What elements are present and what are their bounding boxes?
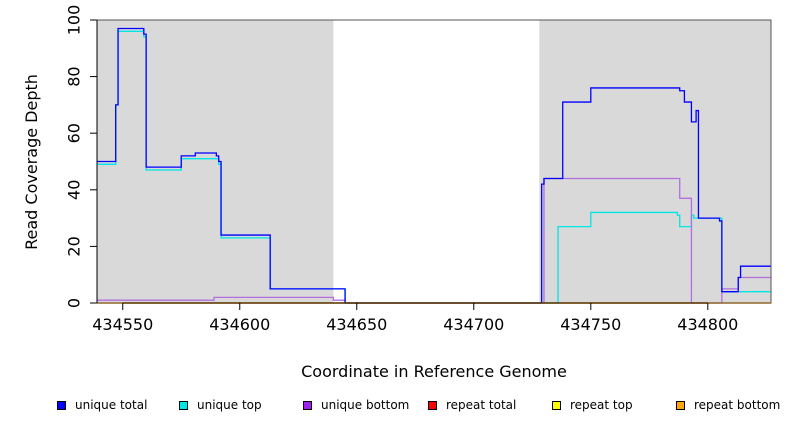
x-tick-label: 434700	[443, 315, 504, 334]
legend-swatch	[179, 400, 188, 410]
legend-label: unique total	[75, 398, 148, 412]
axes: 434550 434600 434650 434700 434750 434800 0 20 4…	[65, 5, 739, 334]
legend-label: repeat top	[570, 398, 633, 412]
legend-item: unique total	[57, 398, 147, 412]
series-unique-total	[97, 27, 771, 304]
shaded-regions	[97, 20, 771, 303]
x-axis-label: Coordinate in Reference Genome	[301, 362, 567, 381]
x-tick-label: 434750	[560, 315, 621, 334]
legend-label: unique top	[197, 398, 262, 412]
y-tick-label: 20	[65, 236, 84, 256]
y-tick-label: 100	[65, 5, 84, 36]
y-tick-label: 60	[65, 123, 84, 143]
y-tick-label: 0	[65, 298, 84, 308]
legend: unique total unique top unique bottom repea…	[0, 398, 792, 420]
legend-label: repeat total	[446, 398, 517, 412]
legend-swatch	[428, 400, 437, 410]
legend-swatch	[57, 400, 66, 410]
y-tick-label: 80	[65, 66, 84, 86]
legend-item: repeat bottom	[676, 398, 780, 412]
x-tick-label: 434550	[92, 315, 153, 334]
legend-item: repeat top	[552, 398, 633, 412]
shaded-region-1	[539, 20, 771, 303]
legend-swatch	[303, 400, 312, 410]
legend-label: unique bottom	[321, 398, 410, 412]
legend-item: unique top	[179, 398, 262, 412]
legend-label: repeat bottom	[694, 398, 781, 412]
x-tick-label: 434650	[326, 315, 387, 334]
legend-item: unique bottom	[303, 398, 409, 412]
y-axis-label: Read Coverage Depth	[22, 74, 41, 250]
y-tick-label: 40	[65, 180, 84, 200]
shaded-region-0	[97, 20, 334, 303]
legend-swatch	[676, 400, 685, 410]
x-tick-label: 434600	[209, 315, 270, 334]
legend-item: repeat total	[428, 398, 516, 412]
legend-swatch	[552, 400, 561, 410]
x-tick-label: 434800	[677, 315, 738, 334]
